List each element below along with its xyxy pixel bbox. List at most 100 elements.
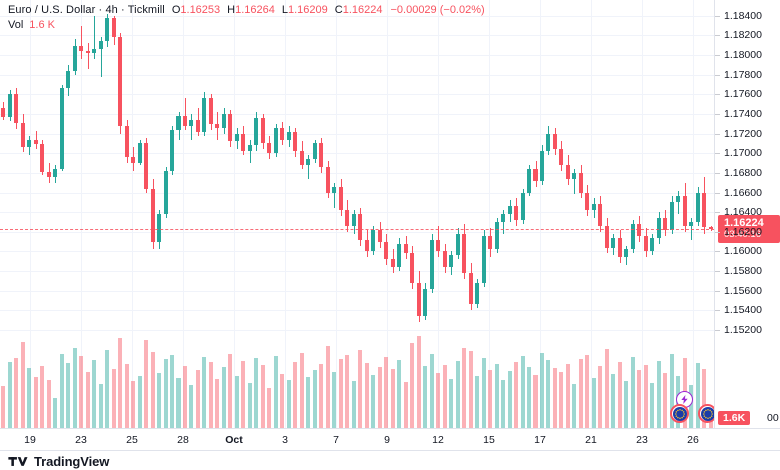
- candle-body-bearish: [468, 273, 473, 305]
- time-axis-tick: 12: [432, 434, 444, 446]
- candle-body-bearish: [280, 127, 285, 140]
- volume-bar-bullish: [72, 348, 77, 428]
- price-line-dash: [0, 229, 714, 231]
- volume-bar-bearish: [228, 354, 233, 428]
- volume-bar-bearish: [299, 353, 304, 428]
- volume-bar-bullish: [546, 360, 551, 428]
- volume-bar-bearish: [403, 382, 408, 428]
- volume-bar-bullish: [695, 363, 700, 428]
- volume-bar-bearish: [488, 370, 493, 428]
- eu-flag-badge-1[interactable]: [670, 404, 689, 423]
- volume-bar-bearish: [20, 342, 25, 428]
- candle-body-bullish: [539, 151, 544, 181]
- candle-body-bearish: [14, 94, 19, 123]
- tradingview-mark-icon: [8, 457, 28, 466]
- volume-badge[interactable]: 1.6K: [718, 411, 751, 425]
- volume-bar-bullish: [254, 358, 259, 428]
- gridline-horizontal: [0, 133, 714, 135]
- volume-bar-bearish: [637, 370, 642, 428]
- gridline-vertical: [336, 0, 337, 428]
- candle-body-bullish: [53, 168, 58, 177]
- candle-body-bearish: [33, 139, 38, 145]
- time-axis-tick: 9: [384, 434, 390, 446]
- volume-bar-bullish: [59, 354, 64, 428]
- candle-wick: [334, 182, 335, 209]
- candle-body-bullish: [656, 218, 661, 238]
- candle-body-bullish: [572, 172, 577, 179]
- volume-bar-bullish: [163, 359, 168, 428]
- gridline-horizontal: [0, 212, 714, 214]
- price-axis-tick: 1.16200: [724, 225, 762, 238]
- volume-bar-bearish: [267, 388, 272, 428]
- candle-body-bullish: [397, 243, 402, 268]
- price-axis-tick: 1.17200: [724, 127, 762, 140]
- candle-body-bearish: [79, 46, 84, 52]
- price-axis[interactable]: 1.16224 03:40:16 00 1.6K 1.18400 1.18200 1…: [714, 0, 780, 428]
- price-axis-tick: 1.15200: [724, 324, 762, 336]
- gridline-vertical: [183, 0, 184, 428]
- volume-axis-ghost-label: 00: [767, 412, 779, 424]
- volume-bar-bullish: [591, 378, 596, 428]
- candle-body-bearish: [488, 235, 493, 250]
- volume-bar-bullish: [306, 377, 311, 428]
- time-axis[interactable]: 19 23 25 28 Oct 3 7 9 12 15 17 21 23 26: [0, 428, 780, 450]
- candle-body-bearish: [604, 225, 609, 248]
- candle-wick: [574, 168, 575, 195]
- candle-wick: [503, 210, 504, 234]
- volume-bar-bearish: [358, 350, 363, 428]
- volume-bar-bearish: [578, 359, 583, 428]
- volume-bar-bearish: [384, 357, 389, 428]
- gridline-horizontal: [0, 94, 714, 96]
- candle-body-bearish: [195, 119, 200, 132]
- gridline-vertical: [285, 0, 286, 428]
- gridline-horizontal: [0, 290, 714, 292]
- volume-bar-bearish: [345, 355, 350, 428]
- chart-plot-area[interactable]: [0, 0, 714, 428]
- price-axis-tick: 1.15400: [724, 304, 762, 317]
- candle-body-bullish: [351, 214, 356, 226]
- volume-bar-bullish: [449, 379, 454, 428]
- time-axis-tick: 26: [687, 434, 699, 446]
- candle-body-bullish: [371, 229, 376, 252]
- volume-bar-bearish: [416, 336, 421, 428]
- price-axis-tick-mark: [715, 192, 720, 194]
- volume-bar-bearish: [390, 369, 395, 428]
- volume-bar-bullish: [429, 354, 434, 428]
- candle-body-bearish: [462, 233, 467, 274]
- candle-body-bearish: [442, 251, 447, 268]
- volume-bar-bullish: [611, 374, 616, 428]
- time-axis-tick: 23: [75, 434, 87, 446]
- candle-body-bullish: [157, 214, 162, 242]
- tradingview-logo[interactable]: TradingView: [8, 454, 109, 469]
- candle-body-bearish: [578, 172, 583, 193]
- candle-body-bearish: [144, 143, 149, 189]
- tradingview-wordmark: TradingView: [34, 454, 110, 469]
- candle-body-bearish: [182, 115, 187, 126]
- time-axis-tick: 21: [585, 434, 597, 446]
- candle-body-bullish: [105, 17, 110, 42]
- chart-markers-layer: [670, 391, 714, 423]
- candle-body-bullish: [650, 237, 655, 252]
- volume-bar-bearish: [338, 359, 343, 428]
- volume-bar-bullish: [273, 356, 278, 428]
- volume-bar-bearish: [663, 373, 668, 428]
- volume-bar-bearish: [241, 361, 246, 428]
- eu-flag-badge-2[interactable]: [698, 404, 714, 423]
- volume-bar-bullish: [105, 350, 110, 428]
- price-axis-tick-mark: [715, 114, 720, 115]
- volume-bar-bullish: [202, 357, 207, 428]
- chart-gridlines: [0, 0, 714, 428]
- volume-bar-bearish: [260, 365, 265, 428]
- candle-body-bearish: [702, 192, 707, 227]
- volume-bar-bearish: [208, 362, 213, 428]
- candle-wick: [308, 155, 309, 179]
- current-price-badge[interactable]: 1.16224 03:40:16: [718, 215, 780, 244]
- candle-body-bullish: [676, 196, 681, 203]
- candle-body-bullish: [526, 168, 531, 193]
- volume-bar-bearish: [552, 368, 557, 428]
- volume-bar-bearish: [442, 365, 447, 428]
- volume-bar-bearish: [280, 374, 285, 428]
- candle-body-bearish: [377, 229, 382, 242]
- price-axis-tick-mark: [715, 310, 720, 312]
- candle-wick: [691, 218, 692, 240]
